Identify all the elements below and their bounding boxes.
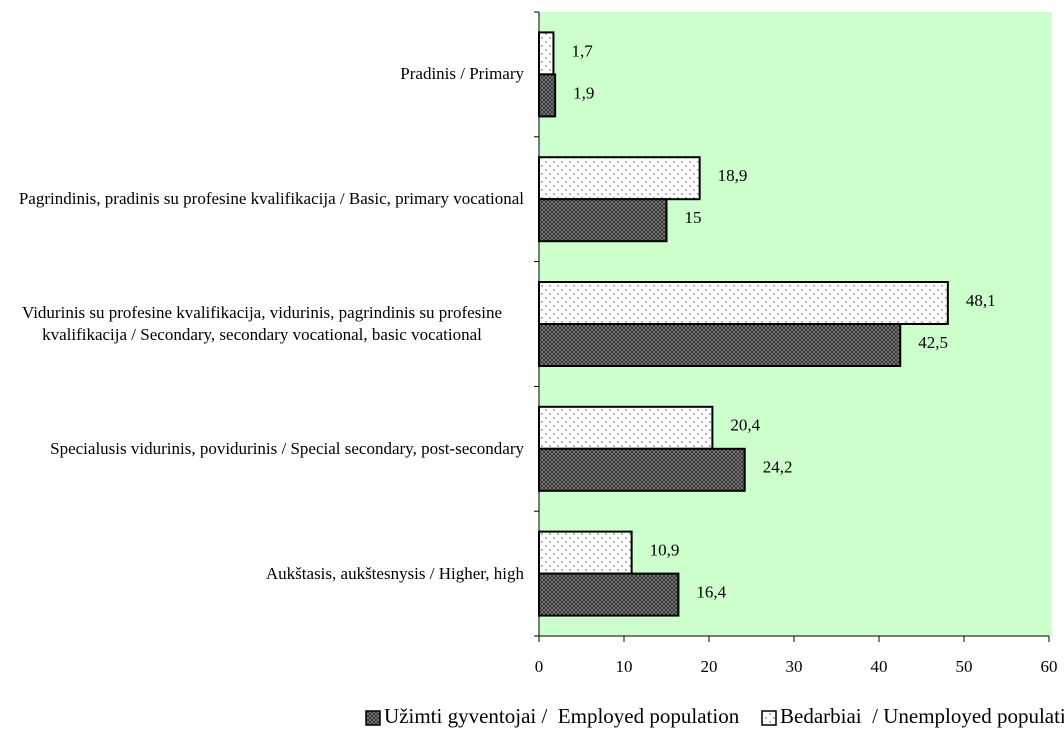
bar bbox=[538, 447, 746, 492]
category-label: Specialusis vidurinis, povidurinis / Spe… bbox=[0, 438, 524, 460]
x-tick-label: 40 bbox=[871, 657, 888, 676]
legend-swatch bbox=[365, 710, 381, 726]
bar bbox=[538, 281, 949, 325]
category-text: Specialusis vidurinis, povidurinis / Spe… bbox=[50, 438, 524, 458]
x-tick-label: 10 bbox=[616, 657, 633, 676]
bar bbox=[538, 198, 668, 243]
legend-label: Bedarbiai / Unemployed population bbox=[780, 704, 1064, 728]
bar bbox=[538, 323, 902, 367]
value-label: 1,7 bbox=[571, 41, 593, 60]
bar bbox=[538, 572, 680, 617]
category-text: Vidurinis su profesine kvalifikacija, vi… bbox=[21, 303, 503, 344]
value-label: 15 bbox=[685, 208, 702, 227]
category-label: Pagrindinis, pradinis su profesine kvali… bbox=[0, 188, 524, 210]
legend-swatch bbox=[761, 710, 777, 726]
category-label: Aukštasis, aukštesnysis / Higher, high bbox=[0, 563, 524, 585]
category-text: Aukštasis, aukštesnysis / Higher, high bbox=[265, 563, 524, 583]
category-text: Pagrindinis, pradinis su profesine kvali… bbox=[18, 189, 524, 209]
bar bbox=[538, 31, 555, 76]
category-label: Vidurinis su profesine kvalifikacija, vi… bbox=[0, 302, 524, 346]
bar bbox=[538, 73, 557, 118]
x-tick-label: 60 bbox=[1041, 657, 1058, 676]
bar bbox=[538, 156, 701, 201]
value-label: 42,5 bbox=[918, 333, 948, 352]
bar bbox=[538, 405, 714, 450]
bar bbox=[538, 530, 633, 575]
x-tick-label: 50 bbox=[956, 657, 973, 676]
legend-label: Užimti gyventojai / Employed population bbox=[384, 704, 740, 728]
value-label: 10,9 bbox=[650, 541, 680, 560]
value-label: 16,4 bbox=[696, 583, 726, 602]
category-label: Pradinis / Primary bbox=[0, 63, 524, 85]
value-label: 1,9 bbox=[573, 83, 594, 102]
x-tick-label: 20 bbox=[701, 657, 718, 676]
value-label: 24,2 bbox=[763, 458, 793, 477]
category-text: Pradinis / Primary bbox=[400, 64, 524, 84]
x-tick-label: 30 bbox=[786, 657, 803, 676]
x-tick-label: 0 bbox=[535, 657, 544, 676]
value-label: 20,4 bbox=[730, 416, 760, 435]
value-label: 18,9 bbox=[718, 166, 748, 185]
value-label: 48,1 bbox=[966, 291, 996, 310]
